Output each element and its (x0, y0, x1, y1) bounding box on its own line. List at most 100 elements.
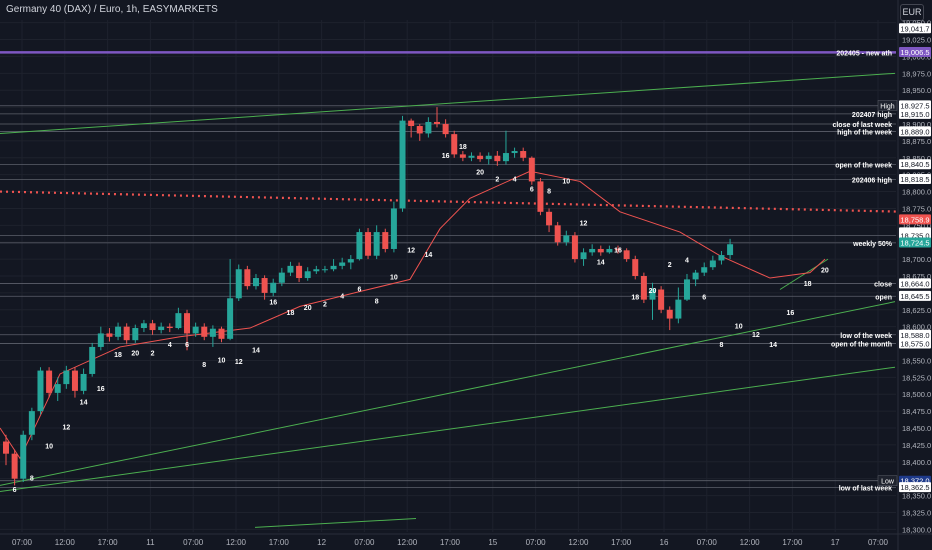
candle-body (571, 235, 578, 260)
candle-body (227, 298, 234, 339)
price-badge-bg (899, 329, 931, 340)
trendline (0, 366, 896, 493)
price-badge-bg (899, 237, 931, 248)
y-tick-label: 18,325.0 (902, 508, 931, 517)
price-badge: 18,362.5 (900, 483, 929, 492)
hour-label: 12 (580, 220, 588, 227)
candle-body (390, 208, 397, 249)
candle-body (511, 151, 518, 154)
candle-body (494, 155, 501, 162)
level-label: open of the month (831, 342, 892, 349)
level-label: low of the week (840, 333, 892, 340)
hour-label: 14 (769, 342, 777, 349)
y-tick-label: 18,300.0 (902, 525, 931, 534)
candle-body (459, 154, 466, 158)
moving-average-line (0, 170, 826, 460)
candle-body (304, 271, 311, 279)
hour-label: 10 (218, 357, 226, 364)
price-badge: 18,735.0 (900, 231, 929, 240)
level-label: weekly 50% (852, 241, 893, 248)
hour-label: 14 (424, 252, 432, 259)
candle-body (296, 265, 303, 279)
price-badge-bg (899, 278, 931, 289)
price-badge: 18,575.0 (900, 340, 929, 349)
y-tick-label: 18,875.0 (902, 137, 931, 146)
candle-body (632, 259, 639, 276)
hour-label: 20 (649, 288, 657, 295)
candle-body (683, 279, 690, 300)
candle-body (623, 250, 630, 260)
x-tick-label: 16 (660, 538, 669, 547)
x-tick-label: 17 (831, 538, 840, 547)
candle-body (537, 181, 544, 212)
hour-label: 18 (459, 144, 467, 151)
candle-body (149, 323, 156, 331)
price-badge-bg (899, 126, 931, 137)
x-tick-label: 07:00 (526, 538, 547, 547)
candle-body (89, 346, 96, 374)
hour-label: 16 (787, 310, 795, 317)
y-tick-label: 19,050.0 (902, 19, 931, 28)
hour-label: 16 (97, 386, 105, 393)
x-tick-label: 15 (488, 538, 497, 547)
hour-label: 20 (131, 351, 139, 358)
level-label: 202406 high (852, 177, 892, 184)
currency-button[interactable]: EUR (900, 4, 924, 21)
price-badge: 18,927.5 (900, 101, 929, 110)
y-tick-label: 18,600.0 (902, 323, 931, 332)
hour-label: 16 (269, 299, 277, 306)
y-tick-label: 18,975.0 (902, 69, 931, 78)
x-tick-label: 07:00 (183, 538, 204, 547)
y-tick-label: 18,450.0 (902, 424, 931, 433)
hour-label: 8 (375, 299, 379, 306)
candle-body (589, 248, 596, 253)
candle-body (502, 153, 509, 162)
hour-label: 10 (45, 443, 53, 450)
level-label: close of last week (832, 122, 892, 129)
candle-body (80, 373, 87, 391)
y-tick-label: 18,850.0 (902, 154, 931, 163)
candle-body (485, 155, 492, 160)
y-tick-label: 18,750.0 (902, 221, 931, 230)
price-badge: 18,724.5 (900, 239, 929, 248)
candle-body (597, 248, 604, 253)
y-tick-label: 18,900.0 (902, 120, 931, 129)
candle-body (278, 272, 285, 283)
x-tick-label: 12:00 (740, 538, 761, 547)
hour-label: 20 (821, 268, 829, 275)
level-label: open of the week (835, 163, 892, 170)
price-badge-bg (899, 174, 931, 185)
candle-body (201, 326, 208, 337)
hour-label: 14 (80, 399, 88, 406)
hour-label: 12 (752, 332, 760, 339)
price-badge: 18,915.0 (900, 110, 929, 119)
candle-body (20, 434, 27, 479)
hour-label: 14 (597, 260, 605, 267)
price-badge: 18,840.5 (900, 160, 929, 169)
y-tick-label: 18,350.0 (902, 492, 931, 501)
price-badge-bg (899, 23, 931, 34)
candle-body (192, 326, 199, 334)
hour-label: 8 (720, 342, 724, 349)
candle-body (115, 326, 122, 337)
candle-body (649, 289, 656, 300)
hour-label: 2 (495, 176, 499, 183)
hour-label: 2 (323, 301, 327, 308)
candle-body (425, 121, 432, 134)
candle-body (373, 232, 380, 256)
hour-label: 14 (252, 347, 260, 354)
candle-body (123, 326, 130, 341)
hour-label: 4 (685, 257, 689, 264)
candle-body (709, 260, 716, 268)
hour-label: 8 (202, 362, 206, 369)
candle-body (270, 282, 277, 293)
candle-body (330, 265, 337, 270)
x-tick-label: 17:00 (782, 538, 803, 547)
x-tick-label: 12:00 (226, 538, 247, 547)
candle-body (46, 370, 53, 393)
y-tick-label: 18,500.0 (902, 390, 931, 399)
x-tick-label: 12:00 (55, 538, 76, 547)
y-tick-label: 18,400.0 (902, 458, 931, 467)
candle-body (528, 157, 535, 182)
